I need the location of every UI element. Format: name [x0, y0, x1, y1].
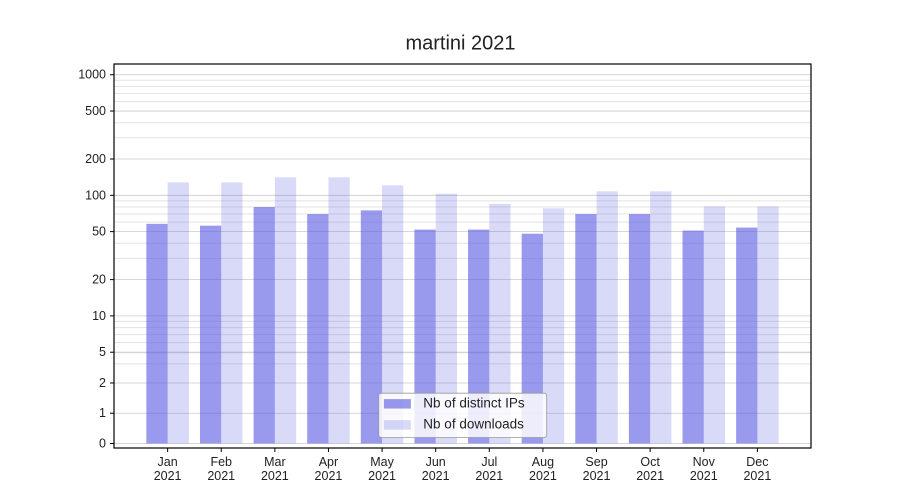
svg-text:20: 20 — [92, 273, 106, 287]
svg-text:2021: 2021 — [690, 469, 718, 483]
svg-text:Apr: Apr — [319, 455, 338, 469]
svg-text:Mar: Mar — [264, 455, 286, 469]
svg-text:100: 100 — [85, 188, 106, 202]
svg-text:2021: 2021 — [475, 469, 503, 483]
svg-text:500: 500 — [85, 104, 106, 118]
svg-text:May: May — [370, 455, 394, 469]
svg-text:2021: 2021 — [368, 469, 396, 483]
svg-text:Aug: Aug — [532, 455, 554, 469]
svg-text:Nb of downloads: Nb of downloads — [423, 416, 524, 431]
svg-text:1000: 1000 — [78, 68, 106, 82]
svg-text:Nov: Nov — [693, 455, 716, 469]
svg-text:2021: 2021 — [636, 469, 664, 483]
svg-text:1: 1 — [99, 406, 106, 420]
svg-text:50: 50 — [92, 225, 106, 239]
svg-text:martini 2021: martini 2021 — [405, 33, 515, 55]
svg-text:2021: 2021 — [207, 469, 235, 483]
svg-text:2021: 2021 — [529, 469, 557, 483]
svg-text:Nb of distinct IPs: Nb of distinct IPs — [423, 395, 525, 410]
svg-text:0: 0 — [99, 436, 106, 450]
svg-text:Oct: Oct — [640, 455, 660, 469]
svg-text:200: 200 — [85, 152, 106, 166]
svg-text:Dec: Dec — [746, 455, 768, 469]
svg-text:Sep: Sep — [585, 455, 607, 469]
svg-text:2021: 2021 — [315, 469, 343, 483]
svg-text:Jul: Jul — [481, 455, 497, 469]
svg-text:Feb: Feb — [210, 455, 232, 469]
svg-text:2021: 2021 — [154, 469, 182, 483]
svg-text:Jun: Jun — [426, 455, 446, 469]
svg-text:2021: 2021 — [583, 469, 611, 483]
svg-text:2021: 2021 — [261, 469, 289, 483]
svg-text:Jan: Jan — [158, 455, 178, 469]
svg-text:10: 10 — [92, 309, 106, 323]
svg-text:5: 5 — [99, 345, 106, 359]
svg-text:2021: 2021 — [422, 469, 450, 483]
svg-text:2: 2 — [99, 376, 106, 390]
svg-text:2021: 2021 — [743, 469, 771, 483]
